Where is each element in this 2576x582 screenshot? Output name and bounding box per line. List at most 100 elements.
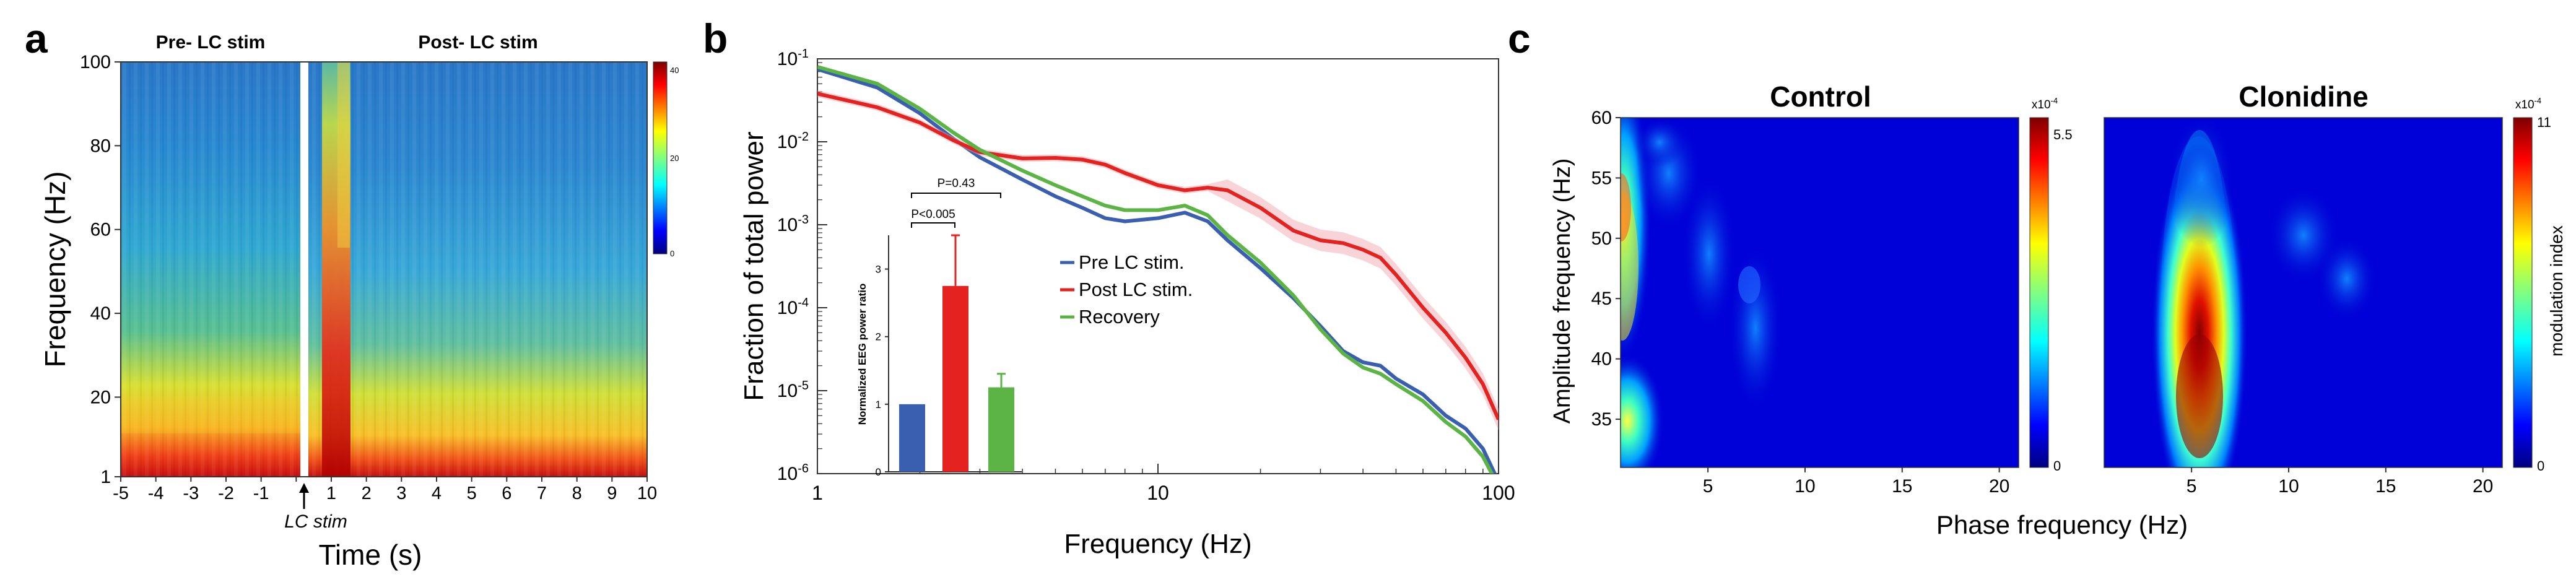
b-ytick-label: 10-3 (777, 213, 809, 235)
inset-ytick-label: 3 (876, 264, 881, 276)
panel-c-axes: 35 40 45 50 55 60 5 10 15 20 5 10 15 20 (1591, 108, 2494, 497)
control-colorbar-exp: x10-4 (2032, 96, 2058, 111)
legend-pre: Pre LC stim. (1079, 251, 1185, 273)
panel-a-ylabel: Frequency (Hz) (39, 172, 71, 368)
c-ytick-label: 40 (1591, 349, 1612, 370)
a-xtick-label: -5 (113, 484, 129, 503)
a-ytick-label: 1 (100, 467, 111, 487)
c-xtick-label: 15 (1892, 476, 1912, 497)
a-xtick-label: 8 (572, 484, 582, 503)
inset-bracket-2 (911, 193, 1001, 198)
panel-a-x-axis: -5 -4 -3 -2 -1 1 2 3 4 5 6 7 8 9 10 (113, 477, 657, 503)
c-ytick-label: 45 (1591, 289, 1612, 309)
a-xtick-label: -3 (183, 484, 199, 503)
spectrogram-gap (300, 62, 308, 477)
panel-a-spectrogram: Pre- LC stim Post- LC stim 40 20 0 1 20 40… (39, 32, 679, 571)
clonidine-colorbar (2513, 117, 2533, 468)
inset-ytick-label: 0 (876, 466, 881, 478)
inset-annotation-p1: P<0.005 (911, 208, 955, 221)
control-colorbar-max: 5.5 (2053, 127, 2073, 142)
panel-label-a: a (25, 15, 48, 61)
panel-c-xlabel: Phase frequency (Hz) (1936, 510, 2188, 539)
c-xtick-label: 15 (2375, 476, 2396, 497)
a-ytick-label: 40 (90, 303, 111, 324)
clonidine-heatmap (2104, 118, 2502, 467)
a-xtick-label: -2 (218, 484, 234, 503)
inset-bar-2 (988, 387, 1014, 472)
panel-a-title-post: Post- LC stim (418, 32, 537, 53)
legend-post: Post LC stim. (1079, 279, 1193, 300)
panel-c-comodulograms: Control Clonidine (1549, 80, 2566, 539)
panel-b-xlabel: Frequency (Hz) (1064, 529, 1251, 559)
a-ytick-label: 100 (80, 52, 111, 72)
c-xtick-label: 5 (2187, 476, 2197, 497)
b-ytick-label: 10-6 (777, 462, 809, 484)
a-xtick-label: 10 (637, 484, 657, 503)
a-xtick-label: 1 (326, 484, 336, 503)
a-xtick-label: 2 (362, 484, 372, 503)
panel-a-xlabel: Time (s) (319, 539, 422, 571)
b-xtick-label: 100 (1482, 482, 1515, 504)
c-xtick-label: 20 (1989, 476, 2009, 497)
a-xtick-label: -1 (253, 484, 269, 503)
control-colorbar-min: 0 (2053, 458, 2061, 474)
panel-label-c: c (1508, 15, 1531, 61)
panel-b-ylabel: Fraction of total power (739, 131, 769, 401)
inset-bar-0 (899, 404, 925, 472)
control-colorbar (2029, 117, 2049, 468)
panel-a-colorbar (653, 61, 668, 254)
clonidine-colorbar-label: modulation index (2547, 225, 2566, 357)
inset-ytick-label: 1 (876, 399, 881, 410)
a-ytick-label: 60 (90, 220, 111, 240)
a-xtick-label: 4 (432, 484, 442, 503)
c-ytick-label: 50 (1591, 228, 1612, 249)
a-xtick-label: 3 (396, 484, 406, 503)
c-xtick-label: 20 (2473, 476, 2493, 497)
a-ytick-label: 20 (90, 387, 111, 407)
panel-c-title-control: Control (1770, 80, 1871, 113)
inset-bracket-1 (911, 222, 955, 228)
lc-stim-label: LC stim (284, 511, 347, 532)
c-ytick-label: 60 (1591, 108, 1612, 128)
legend-recovery: Recovery (1079, 306, 1160, 328)
c-xtick-label: 5 (1703, 476, 1713, 497)
c-xtick-label: 10 (2278, 476, 2299, 497)
clonidine-colorbar-min: 0 (2537, 458, 2544, 474)
c-ytick-label: 55 (1591, 168, 1612, 188)
panel-a-y-axis: 1 20 40 60 80 100 (80, 52, 121, 487)
colorbar-a-tick: 20 (670, 154, 679, 163)
panel-a-title-pre: Pre- LC stim (156, 32, 266, 53)
a-xtick-label: 9 (607, 484, 617, 503)
inset-annotation-p2: P=0.43 (938, 177, 975, 190)
colorbar-a-tick: 0 (670, 249, 674, 258)
inset-ytick-label: 2 (876, 331, 881, 343)
b-xtick-label: 10 (1147, 482, 1169, 504)
panel-b-inset-bar-chart: Normalized EEG power ratio P<0.005 P=0.4… (856, 177, 1022, 478)
b-ytick-label: 10-4 (777, 296, 809, 318)
clonidine-colorbar-max: 11 (2537, 115, 2551, 130)
c-ytick-label: 35 (1591, 409, 1612, 430)
b-ytick-label: 10-2 (777, 130, 809, 152)
b-xtick-label: 1 (812, 482, 823, 504)
panel-label-b: b (703, 15, 728, 61)
post-sem-band (817, 90, 1499, 430)
panel-c-ylabel: Amplitude frequency (Hz) (1549, 159, 1575, 424)
b-ytick-label: 10-5 (777, 379, 809, 401)
panel-c-title-clonidine: Clonidine (2239, 80, 2369, 113)
colorbar-a-tick: 40 (670, 66, 679, 75)
a-ytick-label: 80 (90, 136, 111, 156)
c-xtick-label: 10 (1795, 476, 1815, 497)
a-xtick-label: 5 (467, 484, 477, 503)
panel-b-legend: Pre LC stim. Post LC stim. Recovery (1060, 251, 1193, 328)
a-xtick-label: 7 (537, 484, 547, 503)
series-line-0 (817, 67, 1497, 474)
inset-bar-1 (942, 285, 968, 472)
clonidine-colorbar-exp: x10-4 (2515, 96, 2541, 111)
series-line-2 (817, 65, 1494, 474)
panel-b-series (817, 65, 1499, 474)
a-xtick-label: -4 (148, 484, 164, 503)
inset-ylabel: Normalized EEG power ratio (856, 284, 868, 425)
